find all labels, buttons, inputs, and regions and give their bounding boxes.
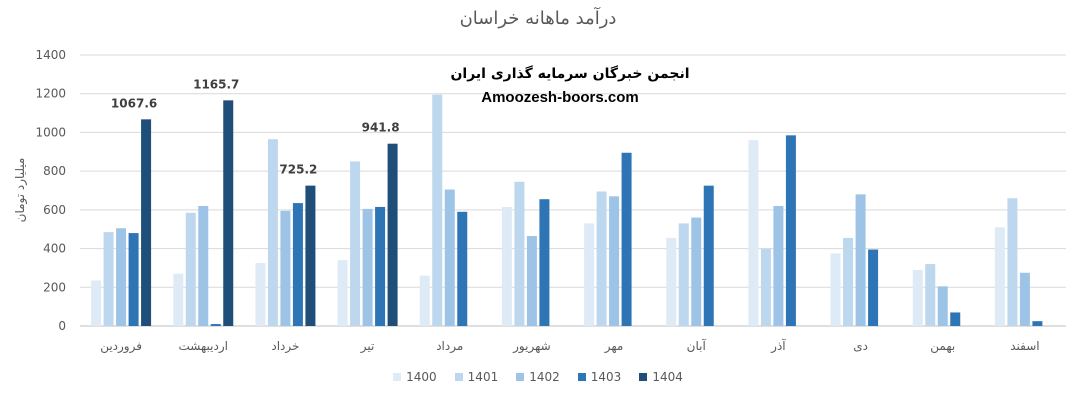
bar-1401-0 — [103, 232, 114, 326]
bar-1401-4 — [432, 94, 443, 326]
x-tick-label: خرداد — [271, 339, 299, 354]
bar-1403-10 — [950, 312, 961, 326]
watermark-title: انجمن خبرگان سرمایه گذاری ایران — [450, 66, 690, 82]
bar-1402-1 — [198, 205, 209, 326]
bar-1400-11 — [994, 227, 1005, 326]
bar-1403-7 — [703, 185, 714, 326]
legend-swatch-1403 — [577, 373, 586, 381]
bar-1401-7 — [678, 223, 689, 326]
legend: 1400 1401 1402 1403 1404 — [0, 370, 1076, 384]
bar-1402-6 — [609, 196, 620, 326]
bar-1400-1 — [173, 273, 184, 326]
legend-label-1404: 1404 — [652, 370, 683, 384]
bar-1402-11 — [1019, 272, 1030, 326]
x-tick-label: مرداد — [436, 339, 463, 354]
y-tick-label: 400 — [43, 242, 66, 256]
bar-1404-2 — [305, 185, 316, 326]
legend-swatch-1404 — [639, 373, 648, 381]
data-label: 725.2 — [279, 163, 317, 177]
x-tick-label: تیر — [360, 339, 375, 354]
bar-1401-11 — [1007, 198, 1018, 326]
bar-1404-1 — [223, 100, 234, 326]
x-tick-label: مهر — [604, 339, 624, 354]
x-tick-label: بهمن — [930, 339, 955, 354]
x-tick-label: آبان — [687, 338, 707, 353]
data-label: 1165.7 — [193, 77, 239, 91]
legend-swatch-1401 — [454, 373, 463, 381]
bar-1402-2 — [280, 210, 291, 326]
bar-1403-3 — [375, 206, 386, 326]
y-tick-label: 600 — [43, 203, 66, 217]
bar-1402-0 — [116, 228, 127, 326]
legend-label-1401: 1401 — [467, 370, 499, 384]
legend-item-1401: 1401 — [454, 370, 499, 384]
x-tick-label: شهریور — [512, 339, 551, 354]
legend-item-1403: 1403 — [577, 370, 622, 384]
bar-1402-3 — [362, 208, 373, 326]
bar-1400-4 — [419, 275, 430, 326]
bar-1402-9 — [855, 194, 866, 326]
data-label: 941.8 — [362, 121, 400, 135]
data-label: 1067.6 — [111, 96, 157, 110]
bar-1402-10 — [937, 286, 948, 326]
x-tick-label: آذر — [770, 338, 786, 354]
bar-1404-3 — [387, 143, 398, 326]
bar-1403-9 — [868, 249, 879, 326]
y-tick-label: 1400 — [35, 48, 66, 62]
x-tick-label: فروردین — [100, 339, 142, 354]
y-tick-label: 200 — [43, 280, 66, 294]
bar-1403-2 — [292, 203, 303, 326]
bar-1400-7 — [666, 237, 677, 326]
legend-label-1400: 1400 — [406, 370, 437, 384]
bar-1400-8 — [748, 140, 759, 326]
bar-1401-8 — [760, 248, 771, 326]
bar-1403-8 — [785, 135, 796, 326]
bar-1401-1 — [185, 212, 196, 326]
bar-1402-5 — [526, 235, 537, 326]
legend-swatch-1402 — [516, 373, 525, 381]
chart-title: درآمد ماهانه خراسان — [459, 8, 617, 29]
bar-1402-4 — [444, 189, 455, 326]
bar-1401-3 — [350, 161, 361, 326]
y-tick-label: 0 — [58, 319, 66, 333]
bar-1400-9 — [830, 253, 841, 326]
bar-1402-7 — [691, 217, 702, 326]
legend-item-1402: 1402 — [516, 370, 560, 384]
y-tick-label: 1200 — [35, 87, 66, 101]
y-axis-label: میلیارد تومان — [13, 157, 27, 223]
bar-1400-5 — [501, 206, 512, 326]
bar-1403-0 — [128, 233, 139, 326]
x-tick-label: اسفند — [1010, 339, 1039, 353]
bar-1402-8 — [773, 205, 784, 326]
bar-1400-0 — [91, 280, 102, 326]
x-tick-label: دی — [853, 339, 868, 353]
x-tick-label: اردیبهشت — [179, 339, 228, 354]
bar-1401-5 — [514, 181, 525, 326]
y-tick-label: 800 — [43, 164, 66, 178]
bar-1400-10 — [912, 269, 923, 326]
bar-1403-6 — [621, 152, 632, 326]
bar-1401-2 — [267, 139, 278, 326]
legend-swatch-1400 — [393, 373, 402, 381]
bar-1401-6 — [596, 191, 607, 326]
legend-item-1400: 1400 — [393, 370, 437, 384]
bar-1401-10 — [925, 264, 936, 326]
bar-1403-11 — [1032, 321, 1043, 326]
bar-1403-1 — [210, 324, 221, 326]
bar-1400-6 — [584, 223, 595, 326]
bar-1403-5 — [539, 199, 550, 326]
bar-1404-0 — [141, 119, 152, 326]
bar-1401-9 — [843, 237, 854, 326]
bar-1400-2 — [255, 263, 266, 326]
legend-label-1402: 1402 — [529, 370, 560, 384]
legend-item-1404: 1404 — [639, 370, 683, 384]
watermark-url: Amoozesh-boors.com — [481, 89, 639, 106]
y-tick-label: 1000 — [35, 125, 66, 139]
bar-1400-3 — [337, 260, 348, 326]
bar-1403-4 — [457, 211, 468, 326]
legend-label-1403: 1403 — [590, 370, 622, 384]
